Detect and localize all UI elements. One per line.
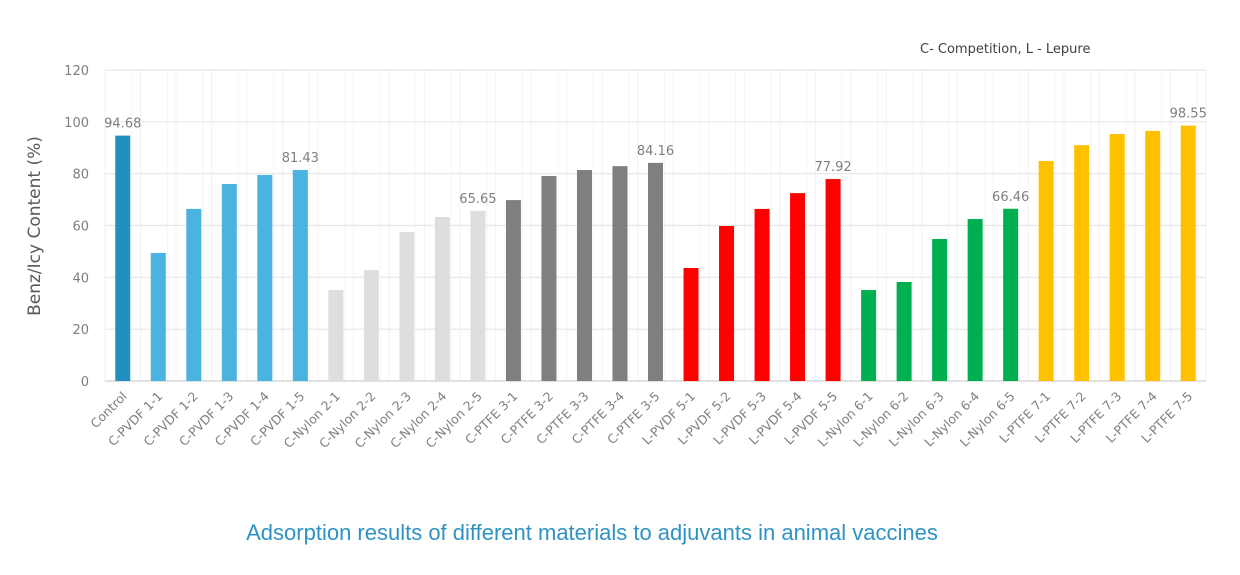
bar <box>470 210 486 381</box>
bar <box>1145 130 1161 381</box>
y-tick-label: 0 <box>81 375 89 390</box>
bar <box>648 162 663 381</box>
bar-chart: 0 20 40 60 80 100 120 94.68 81.43 65.65 84.16 77.9… <box>25 42 1207 451</box>
bar <box>186 208 202 381</box>
bar <box>1109 134 1125 381</box>
y-tick-label: 120 <box>64 64 89 79</box>
bar <box>505 200 521 381</box>
data-label: 77.92 <box>814 160 851 175</box>
data-label: 84.16 <box>637 144 674 159</box>
bar <box>1180 125 1196 381</box>
bar <box>825 179 841 381</box>
bar <box>967 219 983 381</box>
bar <box>754 208 770 381</box>
gridlines <box>104 69 1207 382</box>
bar <box>221 184 237 381</box>
bar <box>932 238 948 381</box>
bar <box>434 216 450 381</box>
bar <box>150 252 166 381</box>
chart-caption: Adsorption results of different material… <box>246 520 938 545</box>
y-axis-ticks: 0 20 40 60 80 100 120 <box>64 64 89 390</box>
bar <box>719 226 735 381</box>
bar <box>576 170 592 381</box>
data-label: 65.65 <box>459 192 496 207</box>
bar <box>115 135 131 381</box>
bar <box>683 268 699 381</box>
bar <box>328 290 344 381</box>
y-axis-title: Benz/Icy Content (%) <box>25 136 45 316</box>
bar <box>1038 160 1054 381</box>
data-label: 94.68 <box>104 117 141 132</box>
bar <box>1074 145 1090 381</box>
bar <box>790 193 806 381</box>
bar <box>1003 208 1019 381</box>
data-label: 98.55 <box>1170 107 1207 122</box>
bar <box>363 270 379 381</box>
y-tick-label: 20 <box>72 323 89 338</box>
bar <box>257 174 273 381</box>
bar <box>292 169 308 381</box>
bar <box>399 231 415 381</box>
y-tick-label: 60 <box>72 220 89 235</box>
data-label: 66.46 <box>992 190 1029 205</box>
y-tick-label: 100 <box>64 116 89 131</box>
bar <box>861 290 877 381</box>
bars <box>115 125 1196 381</box>
bar <box>541 175 557 381</box>
legend-note: C- Competition, L - Lepure <box>920 42 1090 57</box>
bar <box>896 281 912 381</box>
y-tick-label: 80 <box>72 168 89 183</box>
bar <box>612 166 628 381</box>
data-label: 81.43 <box>282 151 319 166</box>
data-labels: 94.68 81.43 65.65 84.16 77.92 66.46 98.55 <box>104 107 1207 207</box>
y-tick-label: 40 <box>72 271 89 286</box>
